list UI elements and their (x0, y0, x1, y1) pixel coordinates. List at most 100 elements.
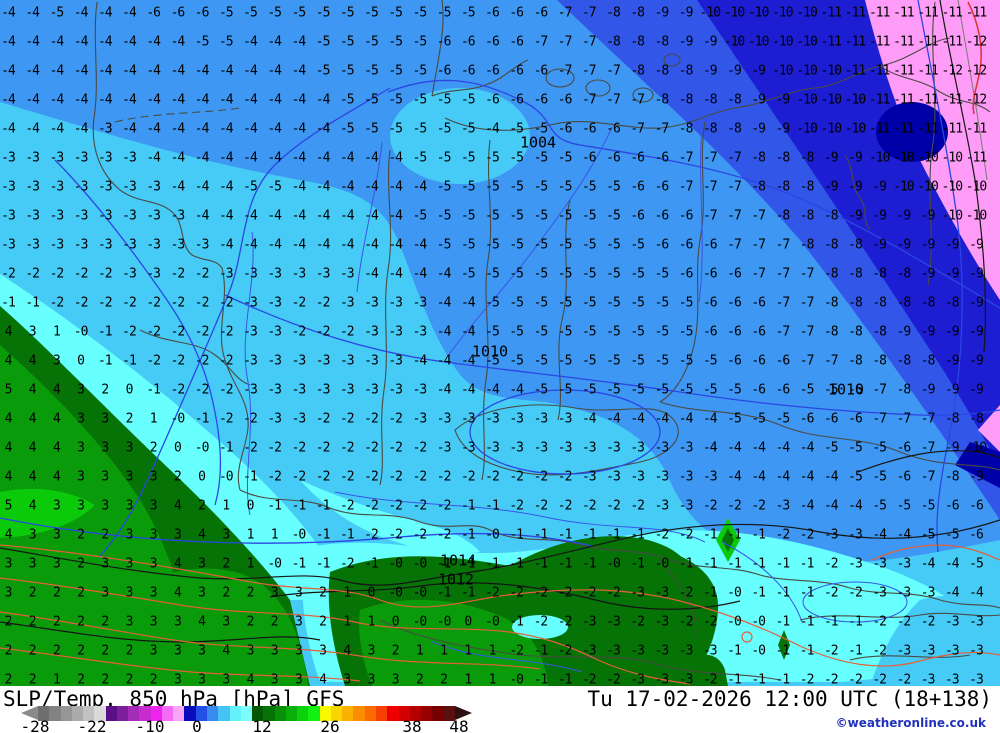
temp-value: -5 (412, 208, 428, 224)
temp-value: -5 (581, 208, 597, 224)
temp-value: -3 (49, 237, 65, 253)
temp-value: -2 (25, 266, 40, 282)
temp-value: -3 (146, 208, 161, 224)
temp-value: -6 (460, 63, 476, 79)
temp-value: -4 (170, 63, 186, 79)
temp-value: -8 (678, 63, 694, 79)
temp-value: -4 (243, 63, 258, 79)
temperature-fill-regions (0, 0, 1000, 686)
legend-color-segment (116, 706, 129, 721)
temp-value: -2 (170, 266, 186, 282)
temp-value: -8 (630, 34, 645, 50)
temp-value: -8 (654, 63, 670, 79)
temp-value: -9 (727, 63, 742, 79)
temp-value: -3 (194, 237, 210, 253)
temp-value: -3 (146, 266, 161, 282)
temp-value: -7 (702, 179, 718, 195)
temp-value: -7 (678, 179, 694, 195)
temp-value: -4 (146, 34, 161, 50)
watermark-text: ©weatheronline.co.uk (835, 716, 986, 730)
temp-value: -5 (339, 5, 355, 21)
temp-value: -9 (872, 237, 887, 253)
temp-value: -2 (218, 295, 234, 311)
temp-value: -10 (796, 5, 818, 21)
temp-value: -7 (727, 208, 742, 224)
temp-value: -8 (799, 208, 815, 224)
temp-value: -9 (654, 5, 670, 21)
temp-value: -10 (917, 150, 939, 166)
legend-color-segment (105, 706, 117, 721)
temp-value: -7 (751, 208, 766, 224)
temp-value: -10 (772, 5, 794, 21)
temp-value: -9 (775, 92, 791, 108)
temp-value: -5 (606, 266, 621, 282)
temp-value: -6 (533, 5, 549, 21)
temp-value: -1 (25, 295, 40, 311)
temp-value: -12 (965, 63, 988, 79)
legend-color-segment (375, 706, 388, 721)
temp-value: -5 (581, 295, 597, 311)
temp-value: -4 (194, 150, 210, 166)
temp-value: -2 (146, 295, 161, 311)
temp-value: -4 (388, 179, 403, 195)
temp-value: -5 (557, 295, 573, 311)
temp-value: -3 (49, 150, 65, 166)
temp-value: -5 (388, 5, 403, 21)
temp-value: -5 (509, 121, 524, 137)
temp-value: -6 (170, 5, 186, 21)
temp-value: -5 (581, 179, 597, 195)
isobar-blue-lines (0, 0, 1000, 673)
temp-value: -5 (485, 208, 500, 224)
temp-value: -9 (920, 266, 936, 282)
temp-value: -4 (364, 266, 379, 282)
isobar-label: 1012 (437, 570, 475, 589)
temp-value: -7 (581, 34, 597, 50)
temp-value: -5 (606, 237, 621, 253)
temp-value: -5 (606, 295, 621, 311)
isobar-label: 1010 (827, 380, 865, 399)
temp-value: -7 (799, 295, 815, 311)
temp-value: -9 (751, 121, 766, 137)
isobar-label: 1014 (439, 551, 477, 570)
temp-value: -3 (49, 208, 65, 224)
temp-value: -9 (702, 34, 718, 50)
temp-value: -4 (97, 63, 113, 79)
temp-value: -3 (339, 295, 355, 311)
temp-value: -4 (291, 179, 307, 195)
temp-value: -4 (73, 92, 89, 108)
temp-value: -10 (965, 208, 988, 224)
temp-value: -4 (1, 34, 16, 50)
temp-value: -7 (557, 34, 573, 50)
temp-value: -5 (485, 179, 500, 195)
temp-value: -4 (291, 208, 307, 224)
temp-value: -11 (893, 5, 915, 21)
legend-tick-label: -28 (20, 717, 50, 733)
temp-value: -9 (823, 179, 839, 195)
temp-value: -5 (509, 208, 524, 224)
temp-value: -9 (920, 237, 936, 253)
temp-value: -6 (654, 150, 670, 166)
temp-value: -6 (557, 92, 573, 108)
temp-value: -9 (678, 5, 694, 21)
temp-value: -4 (73, 34, 89, 50)
temp-value: -5 (485, 150, 500, 166)
temp-value: -5 (460, 266, 476, 282)
temp-value: -3 (25, 150, 40, 166)
temp-value: -4 (122, 92, 137, 108)
temp-value: -5 (533, 266, 549, 282)
temp-value: -8 (823, 237, 839, 253)
temp-value: -10 (772, 63, 794, 79)
temp-value: -5 (243, 179, 258, 195)
temp-value: -6 (533, 63, 549, 79)
temp-value: -5 (315, 63, 331, 79)
temp-value: -6 (557, 121, 573, 137)
temp-value: -5 (678, 295, 694, 311)
temp-value: -4 (170, 92, 186, 108)
temp-value: -12 (965, 34, 988, 50)
temp-value: -3 (339, 266, 355, 282)
temp-value: -4 (388, 208, 403, 224)
temp-value: -10 (917, 179, 939, 195)
temp-value: -4 (122, 5, 137, 21)
temp-value: -11 (868, 121, 891, 137)
temp-value: -6 (654, 237, 670, 253)
